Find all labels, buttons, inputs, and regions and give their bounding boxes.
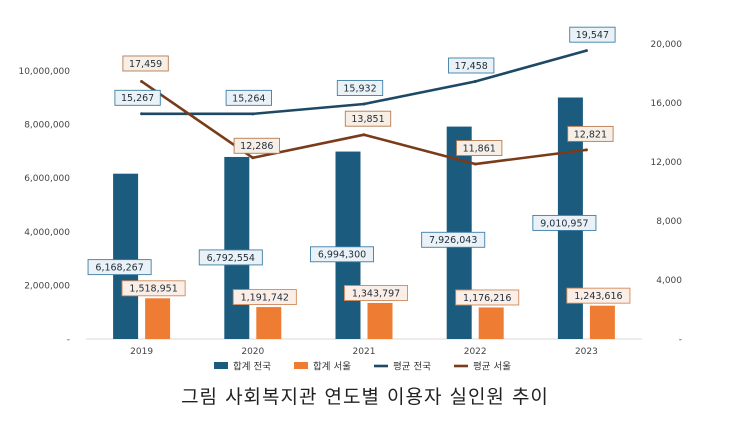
label-avg-seoul-2022-box <box>456 140 503 157</box>
label-avg-national-2020: 15,264 <box>232 93 265 104</box>
label-total-national-2022: 7,926,043 <box>429 235 477 246</box>
label-avg-national-2022-box <box>448 57 495 74</box>
label-avg-seoul-2023: 12,821 <box>574 129 607 140</box>
bar-total-national-2020 <box>224 156 250 339</box>
label-total-national-2020-box <box>198 249 263 266</box>
point-avg-seoul-2023 <box>584 148 588 152</box>
label-avg-national-2023-box <box>569 26 616 43</box>
y-right-tick-4: 16,000 <box>651 99 683 109</box>
label-avg-seoul-2020-box <box>233 137 280 154</box>
label-total-seoul-2020: 1,191,742 <box>241 292 289 303</box>
label-avg-seoul-2021-box <box>344 110 392 127</box>
point-avg-seoul-2019 <box>140 79 144 83</box>
label-avg-national-2019-box <box>114 89 161 106</box>
label-total-seoul-2020-box <box>232 289 297 306</box>
bar-total-national-2021 <box>335 151 361 339</box>
label-total-national-2019: 6,168,267 <box>95 263 143 274</box>
point-avg-national-2020 <box>251 112 255 116</box>
point-avg-seoul-2022 <box>473 162 477 166</box>
label-avg-national-2019: 15,267 <box>121 93 154 104</box>
label-total-national-2021: 6,994,300 <box>318 250 366 261</box>
label-total-national-2020: 6,792,554 <box>207 253 255 264</box>
y-right-tick-2: 8,000 <box>656 217 682 227</box>
figure-caption: 그림 사회복지관 연도별 이용자 실인원 추이 <box>181 386 549 408</box>
label-total-national-2022-box <box>421 231 486 248</box>
legend-swatch-total-seoul <box>294 362 308 369</box>
point-avg-national-2021 <box>362 102 366 106</box>
label-total-seoul-2023-box <box>566 287 631 304</box>
label-total-national-2019-box <box>87 259 152 276</box>
y-right-tick-1: 4,000 <box>656 276 682 286</box>
legend-label-total-national: 합계 전국 <box>233 361 271 373</box>
y-left-tick-2: 4,000,000 <box>24 228 70 238</box>
legend-label-avg-seoul: 평균 서울 <box>473 362 511 373</box>
point-avg-national-2023 <box>584 49 588 53</box>
label-total-national-2023: 9,010,957 <box>540 218 588 229</box>
label-avg-seoul-2021: 13,851 <box>351 114 384 125</box>
label-total-seoul-2022-box <box>455 289 520 306</box>
y-left-tick-3: 6,000,000 <box>24 174 70 184</box>
label-total-seoul-2019-box <box>121 280 186 297</box>
x-tick-2019: 2019 <box>130 347 153 357</box>
label-avg-seoul-2023-box <box>567 125 614 142</box>
label-total-national-2023-box <box>532 214 597 231</box>
bar-total-seoul-2020 <box>256 307 282 339</box>
y-right-tick-5: 20,000 <box>651 40 683 50</box>
label-avg-seoul-2019-box <box>122 55 169 72</box>
y-right-tick-0: - <box>679 335 682 345</box>
x-tick-2023: 2023 <box>575 347 598 357</box>
chart-canvas: - 2,000,000 4,000,000 6,000,000 8,000,000 10,… <box>18 26 683 373</box>
label-total-seoul-2021: 1,343,797 <box>352 288 400 299</box>
legend-swatch-total-national <box>214 362 228 369</box>
bar-total-seoul-2021 <box>367 302 393 339</box>
y-left-tick-1: 2,000,000 <box>24 281 70 291</box>
label-avg-national-2021-box <box>336 80 384 96</box>
point-avg-seoul-2021 <box>362 133 366 137</box>
point-avg-national-2022 <box>473 79 477 83</box>
point-avg-national-2019 <box>140 112 144 116</box>
y-right-tick-3: 12,000 <box>651 158 683 168</box>
x-tick-2021: 2021 <box>353 347 376 357</box>
label-total-seoul-2023: 1,243,616 <box>574 291 622 302</box>
label-total-seoul-2022: 1,176,216 <box>463 293 511 304</box>
label-total-national-2021-box <box>310 246 375 263</box>
label-avg-seoul-2022: 11,861 <box>463 143 496 154</box>
y-left-tick-0: - <box>67 335 70 345</box>
x-tick-2020: 2020 <box>241 347 264 357</box>
bar-total-seoul-2023 <box>589 305 615 339</box>
label-total-seoul-2021-box <box>344 285 409 301</box>
y-left-tick-5: 10,000,000 <box>18 67 70 77</box>
bar-total-seoul-2019 <box>145 298 171 339</box>
label-avg-seoul-2019: 17,459 <box>129 59 162 70</box>
label-avg-seoul-2020: 12,286 <box>240 141 273 152</box>
legend-label-avg-national: 평균 전국 <box>393 362 431 373</box>
y-left-tick-4: 8,000,000 <box>24 121 70 131</box>
bar-total-seoul-2022 <box>478 307 504 339</box>
legend-label-total-seoul: 합계 서울 <box>313 361 351 373</box>
label-avg-national-2022: 17,458 <box>455 61 488 72</box>
label-total-seoul-2019: 1,518,951 <box>129 284 177 295</box>
point-avg-seoul-2020 <box>251 156 255 160</box>
x-tick-2022: 2022 <box>464 347 487 357</box>
label-avg-national-2023: 19,547 <box>576 30 609 41</box>
bar-total-national-2019 <box>113 173 139 339</box>
label-avg-national-2020-box <box>225 89 272 106</box>
label-avg-national-2021: 15,932 <box>343 83 376 94</box>
